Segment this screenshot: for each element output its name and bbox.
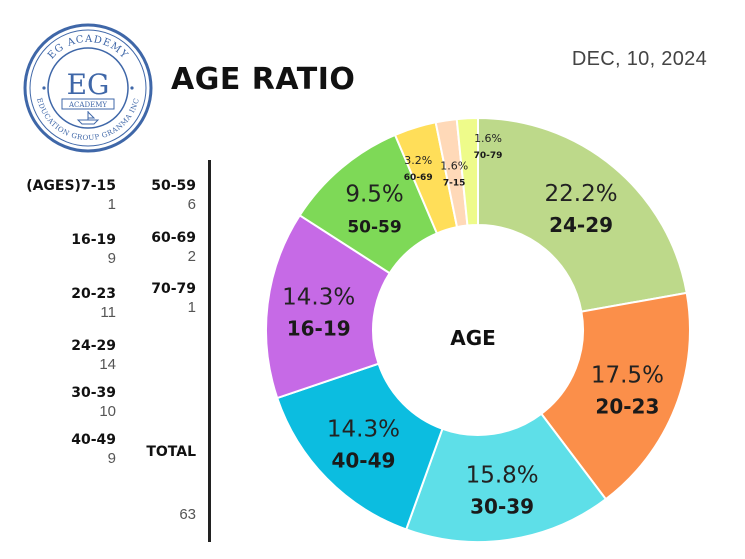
slice-percent-label: 1.6% bbox=[474, 132, 502, 145]
age-list-item: 60-69 2 bbox=[96, 230, 196, 267]
slice-category-labels: 24-29 20-23 30-39 40-49 16-19 50-59 60-69 7-15 7… bbox=[287, 151, 660, 519]
total-value: 63 bbox=[179, 506, 196, 523]
slice-category-label: 60-69 bbox=[404, 173, 433, 183]
slice-category-label: 7-15 bbox=[443, 178, 466, 188]
slice-percent-label: 22.2% bbox=[545, 181, 618, 207]
age-group-label: 40-49 bbox=[71, 432, 116, 448]
slice-percent-labels: 22.2% 17.5% 15.8% 14.3% 14.3% 9.5% 3.2% 1.6% 1.6… bbox=[282, 132, 664, 489]
donut-slices bbox=[265, 116, 691, 543]
age-group-count: 1 bbox=[107, 196, 116, 213]
total-label: TOTAL bbox=[146, 444, 196, 460]
age-group-count: 11 bbox=[100, 304, 116, 321]
date-label: DEC, 10, 2024 bbox=[571, 48, 707, 70]
age-list-item: 70-79 1 bbox=[96, 281, 196, 318]
slice-category-label: 20-23 bbox=[595, 395, 659, 419]
ship-icon bbox=[76, 111, 100, 125]
slice-percent-label: 15.8% bbox=[466, 463, 539, 489]
age-group-label: 50-59 bbox=[151, 178, 196, 194]
donut-slice-20-23 bbox=[539, 291, 691, 501]
age-group-count: 14 bbox=[99, 356, 116, 373]
slice-category-label: 30-39 bbox=[470, 495, 534, 519]
age-group-count: 1 bbox=[187, 299, 196, 316]
age-list-item: 24-29 14 bbox=[16, 338, 116, 375]
slice-category-label: 16-19 bbox=[287, 316, 351, 340]
donut-slice-70-79 bbox=[455, 116, 479, 227]
age-group-label: 30-39 bbox=[71, 385, 116, 401]
age-group-count: 9 bbox=[107, 250, 116, 267]
divider-line bbox=[208, 160, 211, 542]
slice-percent-label: 14.3% bbox=[327, 416, 400, 442]
logo-banner-text: ACADEMY bbox=[68, 101, 107, 109]
age-group-label: (AGES)7-15 bbox=[26, 178, 116, 194]
age-group-label: 70-79 bbox=[151, 281, 196, 297]
slice-percent-label: 14.3% bbox=[282, 284, 355, 310]
age-group-label: 16-19 bbox=[71, 232, 116, 248]
donut-slice-30-39 bbox=[404, 412, 608, 543]
age-group-label: 20-23 bbox=[71, 286, 116, 302]
age-list-item: 50-59 6 bbox=[96, 178, 196, 215]
age-list-item: 20-23 11 bbox=[16, 286, 116, 323]
donut-slice-24-29 bbox=[477, 116, 688, 313]
age-group-label: 60-69 bbox=[151, 230, 196, 246]
eg-academy-logo: EG ACADEMY EDUCATION GROUP GRANMA INC EG… bbox=[23, 23, 153, 153]
logo-monogram: EG bbox=[67, 68, 110, 101]
slice-percent-label: 3.2% bbox=[404, 154, 432, 167]
age-list-item: 30-39 10 bbox=[16, 385, 116, 422]
page-title: AGE RATIO bbox=[171, 62, 356, 97]
slice-percent-label: 9.5% bbox=[345, 181, 403, 207]
donut-hole bbox=[374, 226, 582, 434]
age-group-count: 9 bbox=[107, 450, 116, 467]
donut-center-label: AGE bbox=[450, 326, 496, 350]
age-group-count: 2 bbox=[187, 248, 196, 265]
slice-category-label: 70-79 bbox=[474, 151, 503, 161]
age-group-count: 10 bbox=[99, 403, 116, 420]
age-list-item: 16-19 9 bbox=[16, 232, 116, 269]
age-group-label: 24-29 bbox=[71, 338, 116, 354]
slice-category-label: 24-29 bbox=[549, 213, 613, 237]
age-list-item: 40-49 9 bbox=[16, 432, 116, 469]
slice-category-label: 50-59 bbox=[347, 217, 401, 237]
age-group-count: 6 bbox=[187, 196, 196, 213]
slice-percent-label: 17.5% bbox=[591, 363, 664, 389]
slice-category-label: 40-49 bbox=[331, 448, 395, 472]
slice-percent-label: 1.6% bbox=[440, 159, 468, 172]
age-list-item: (AGES)7-15 1 bbox=[16, 178, 116, 215]
